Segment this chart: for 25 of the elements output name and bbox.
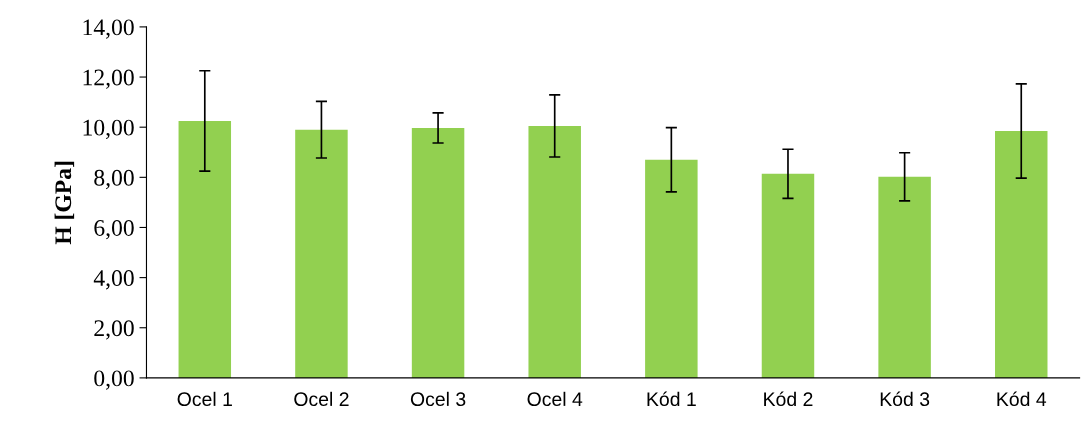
- bar: [411, 127, 465, 378]
- y-tick-label: 8,00: [94, 169, 134, 190]
- bar: [995, 130, 1048, 378]
- y-tick-label: 10,00: [83, 119, 134, 140]
- y-tick-label: 4,00: [93, 270, 134, 290]
- x-tick-label: Ocel 2: [294, 391, 349, 407]
- x-tick-label: Ocel 4: [527, 391, 583, 407]
- bar: [645, 159, 698, 378]
- y-tick-label: 12,00: [83, 69, 134, 89]
- bar: [878, 176, 931, 378]
- y-axis-title: H [GPa]: [54, 161, 75, 245]
- y-tick-label: 0,00: [94, 370, 134, 390]
- y-tick-label: 6,00: [94, 219, 134, 240]
- bar: [295, 129, 348, 378]
- bar: [528, 125, 581, 378]
- y-tick-label: 2,00: [94, 320, 134, 340]
- y-tick-label: 14,00: [83, 19, 134, 39]
- x-tick-label: Kód 3: [880, 391, 930, 407]
- bar: [178, 120, 232, 378]
- x-tick-label: Kód 1: [647, 391, 696, 407]
- x-tick-label: Kód 4: [997, 391, 1047, 407]
- x-tick-label: Kód 2: [764, 391, 813, 407]
- bar: [761, 173, 815, 378]
- x-tick-label: Ocel 1: [177, 391, 232, 407]
- x-tick-label: Ocel 3: [410, 391, 466, 407]
